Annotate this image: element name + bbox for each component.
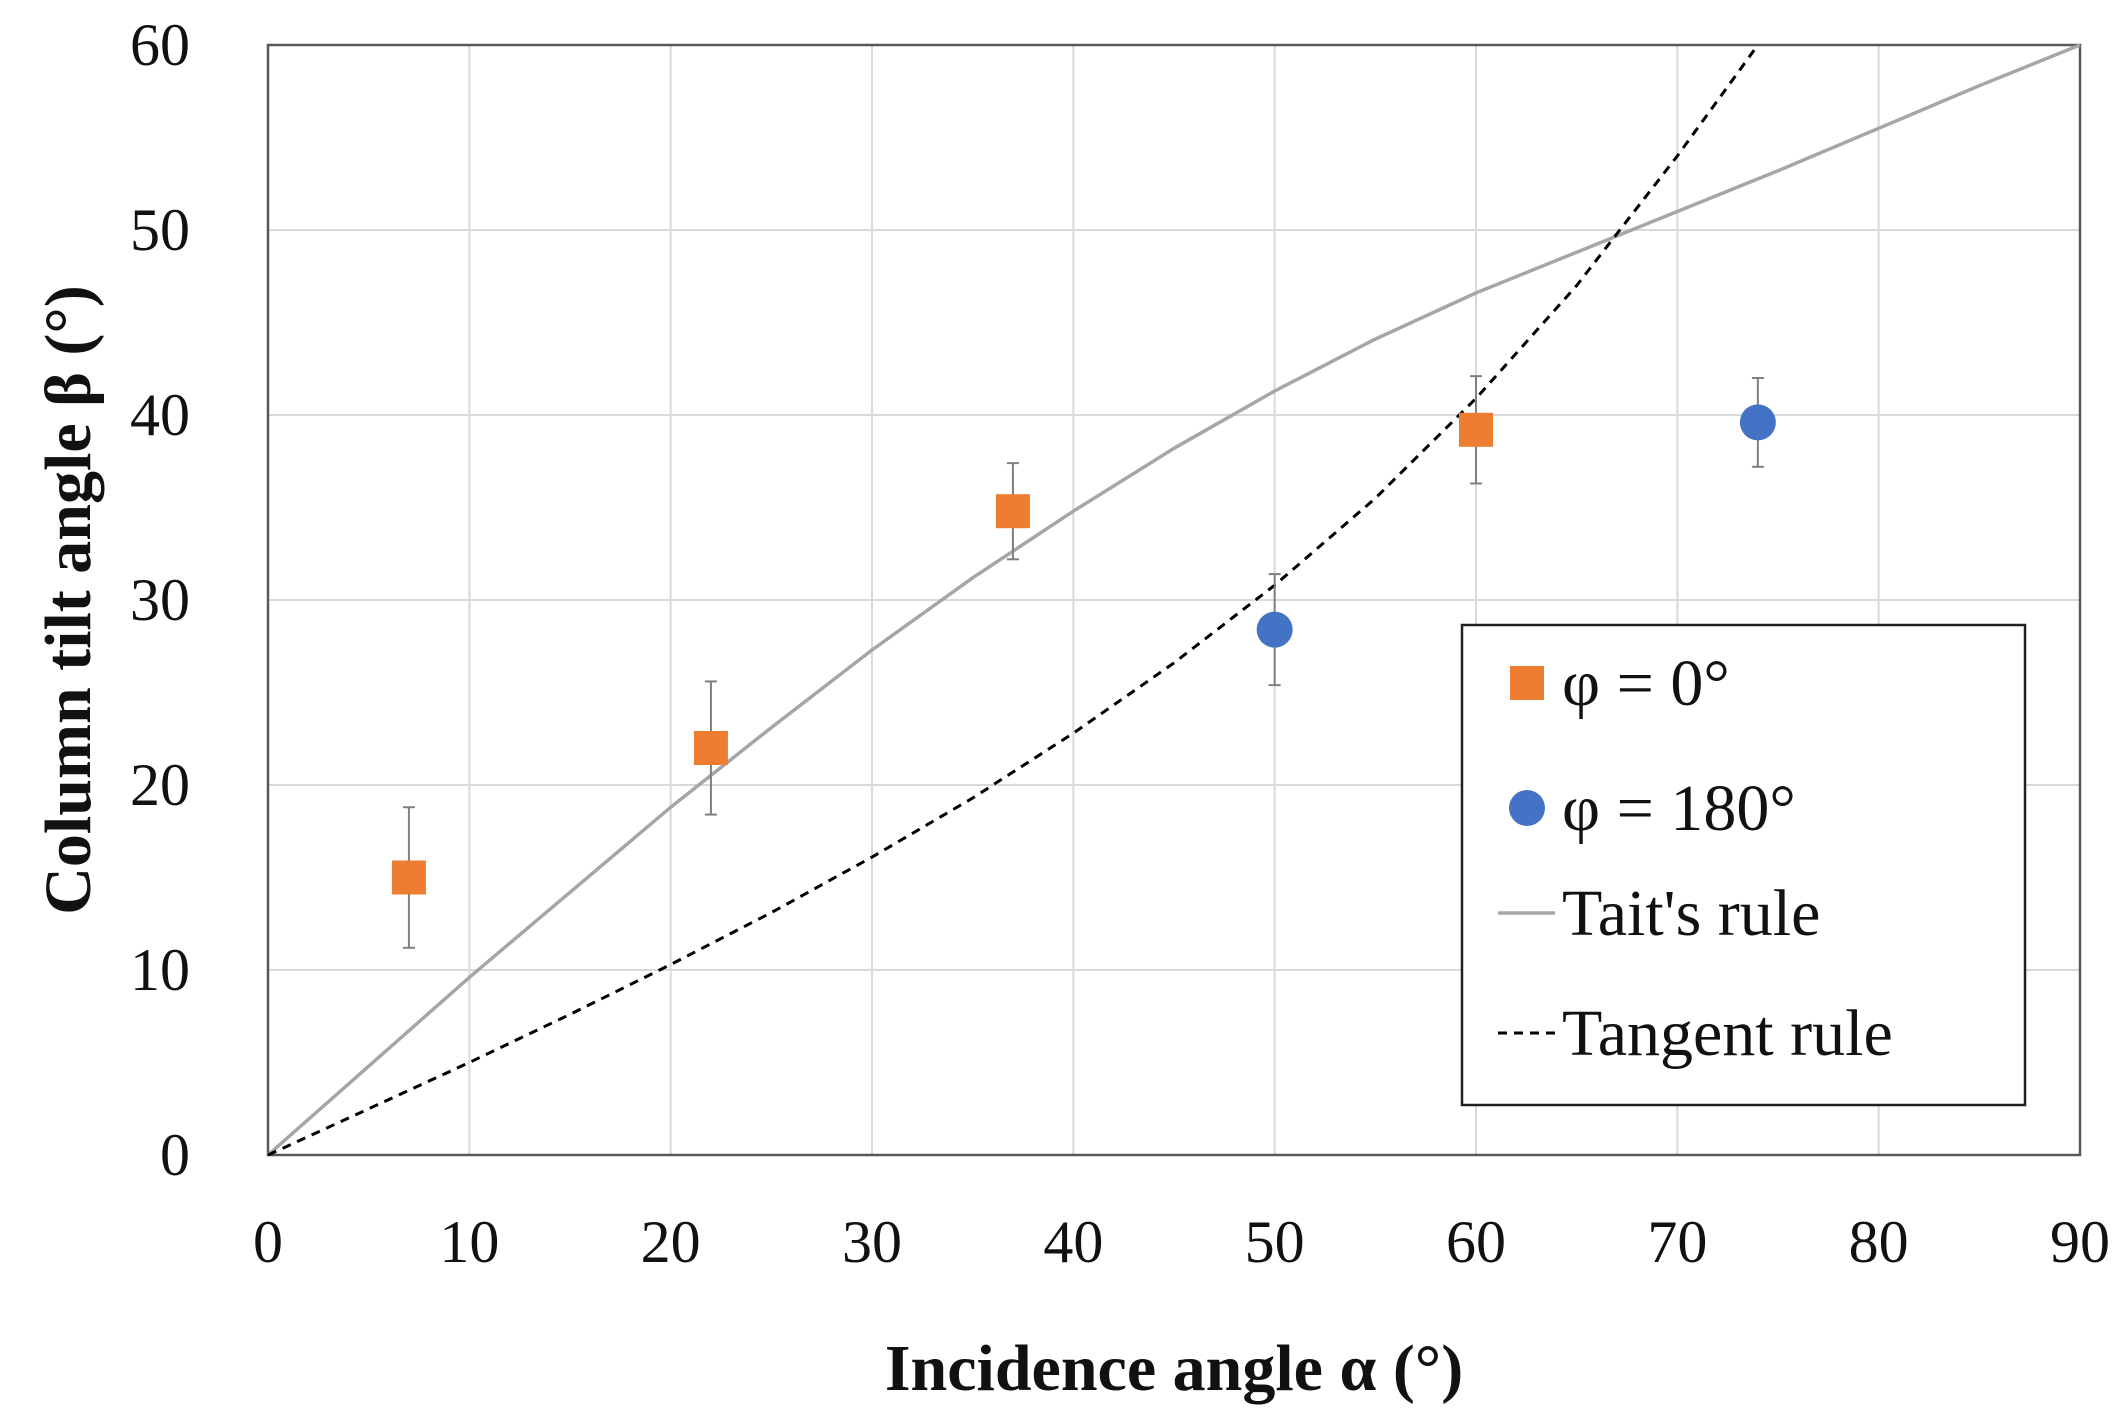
x-tick-label: 50 [1245, 1209, 1305, 1275]
x-axis-title: Incidence angle α (°) [885, 1332, 1463, 1405]
legend-circle-marker-icon [1509, 790, 1545, 826]
x-tick-labels: 0 10 20 30 40 50 60 70 80 90 [253, 1209, 2110, 1275]
x-tick-label: 40 [1043, 1209, 1103, 1275]
x-tick-label: 0 [253, 1209, 283, 1275]
y-tick-label: 40 [130, 382, 190, 448]
y-tick-label: 30 [130, 567, 190, 633]
legend: φ = 0° φ = 180° Tait's rule Tangent rule [1460, 623, 2027, 1107]
x-tick-label: 10 [439, 1209, 499, 1275]
tangent-rule-line [267, 44, 1760, 1157]
y-axis-title: Column tilt angle β (°) [32, 285, 105, 914]
y-tick-label: 60 [130, 12, 190, 78]
legend-square-marker-icon [1510, 666, 1544, 700]
x-tick-label: 80 [1849, 1209, 1909, 1275]
errorbar-layer [402, 375, 1764, 949]
y-tick-label: 50 [130, 197, 190, 263]
data-point-circle [1739, 404, 1776, 441]
data-point-square [391, 860, 426, 895]
y-tick-label: 10 [130, 937, 190, 1003]
legend-box [1460, 623, 2027, 1107]
x-tick-label: 70 [1647, 1209, 1707, 1275]
legend-label-tangent-rule: Tangent rule [1562, 997, 1893, 1070]
taits-rule-line [266, 43, 2081, 1157]
data-point-square [1459, 412, 1493, 447]
x-tick-label: 90 [2050, 1209, 2110, 1275]
data-point-square [995, 494, 1030, 529]
legend-label-phi-180: φ = 180° [1562, 772, 1796, 845]
marker-layer [391, 404, 1776, 895]
y-tick-label: 0 [160, 1122, 190, 1188]
x-tick-label: 30 [842, 1209, 902, 1275]
data-point-circle [1256, 611, 1293, 648]
y-tick-label: 20 [130, 752, 190, 818]
plot-area-frame [266, 43, 2082, 1157]
data-point-square [693, 731, 728, 765]
x-tick-label: 60 [1446, 1209, 1506, 1275]
legend-label-phi-0: φ = 0° [1562, 647, 1730, 720]
y-tick-labels: 0 10 20 30 40 50 60 [130, 12, 190, 1188]
line-layer [266, 43, 2081, 1157]
x-tick-label: 20 [641, 1209, 701, 1275]
legend-label-taits-rule: Tait's rule [1562, 877, 1820, 950]
